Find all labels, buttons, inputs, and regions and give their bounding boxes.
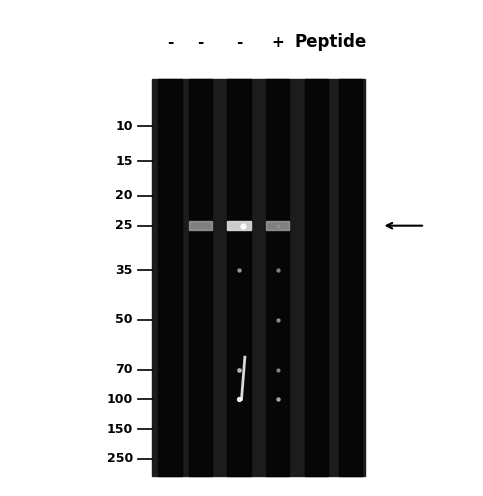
Bar — [339, 79, 362, 476]
Text: 150: 150 — [107, 423, 133, 435]
Text: 250: 250 — [107, 452, 133, 465]
Bar — [158, 79, 182, 476]
Text: -: - — [167, 35, 173, 50]
Point — [239, 266, 247, 274]
Point — [274, 222, 282, 230]
Text: 10: 10 — [115, 120, 133, 133]
Point — [274, 266, 282, 274]
Text: 100: 100 — [107, 393, 133, 406]
Text: 20: 20 — [115, 189, 133, 202]
Text: 25: 25 — [115, 219, 133, 232]
Bar — [189, 79, 212, 476]
Text: +: + — [271, 35, 284, 50]
Text: 50: 50 — [115, 313, 133, 326]
Text: 15: 15 — [115, 155, 133, 168]
Bar — [189, 221, 212, 230]
Bar — [227, 221, 251, 230]
Text: 35: 35 — [115, 264, 133, 277]
Point — [235, 222, 243, 230]
Point — [274, 172, 282, 180]
Text: -: - — [197, 35, 204, 50]
Bar — [266, 221, 289, 230]
Point — [235, 123, 243, 130]
Text: 70: 70 — [115, 363, 133, 376]
Point — [274, 93, 282, 101]
Text: Peptide: Peptide — [295, 33, 367, 51]
Text: -: - — [236, 35, 242, 50]
Bar — [152, 79, 365, 476]
Bar — [266, 79, 289, 476]
Point — [274, 123, 282, 130]
Bar — [305, 79, 328, 476]
Bar — [227, 79, 251, 476]
Point — [235, 93, 243, 101]
